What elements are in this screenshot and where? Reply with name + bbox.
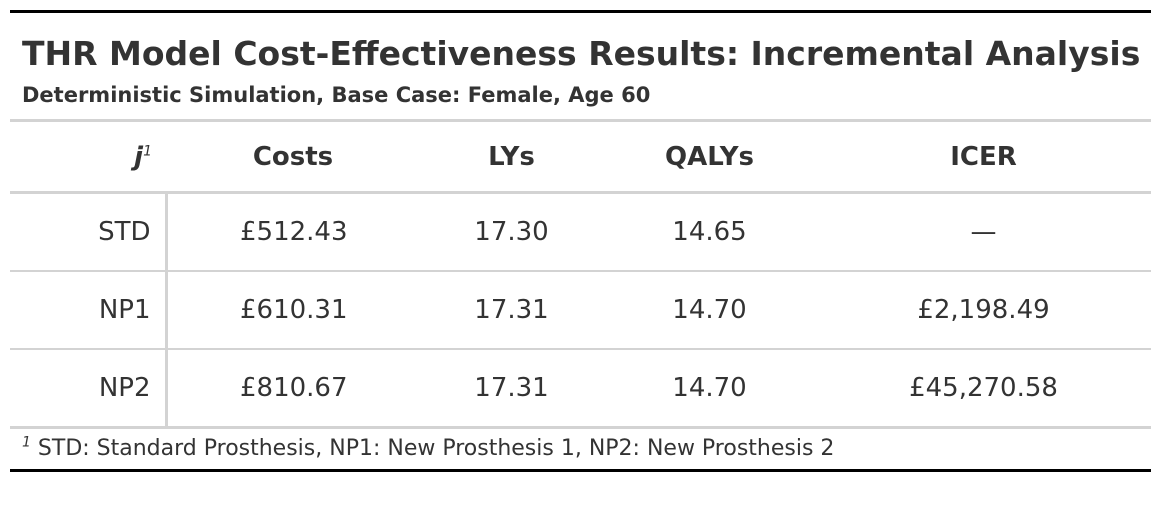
column-header-qalys: QALYs	[603, 122, 816, 194]
footnote-marker: 1	[22, 434, 31, 451]
cell-costs: £810.67	[166, 349, 420, 429]
cell-lys: 17.31	[420, 271, 603, 350]
row-label: NP1	[10, 271, 168, 350]
table-header: THR Model Cost-Effectiveness Results: In…	[10, 13, 1151, 122]
results-table: j1 Costs LYs QALYs ICER STD £512.43 17.3…	[10, 122, 1151, 429]
table-row: STD £512.43 17.30 14.65 —	[10, 192, 1151, 272]
cell-costs: £512.43	[166, 192, 420, 272]
cell-lys: 17.31	[420, 349, 603, 429]
column-header-costs: Costs	[166, 122, 420, 194]
table-title: THR Model Cost-Effectiveness Results: In…	[22, 34, 1141, 73]
cell-qalys: 14.65	[603, 192, 816, 272]
column-header-lys: LYs	[420, 122, 603, 194]
cell-qalys: 14.70	[603, 349, 816, 429]
cell-costs: £610.31	[166, 271, 420, 350]
table-row: NP2 £810.67 17.31 14.70 £45,270.58	[10, 349, 1151, 429]
row-label: NP2	[10, 349, 168, 429]
footnote-marker: 1	[143, 142, 152, 159]
cell-icer: £45,270.58	[816, 349, 1151, 429]
table-footnote: 1 STD: Standard Prosthesis, NP1: New Pro…	[10, 429, 1151, 469]
footnote-text: STD: Standard Prosthesis, NP1: New Prost…	[37, 436, 835, 461]
row-label: STD	[10, 192, 168, 272]
cell-icer: £2,198.49	[816, 271, 1151, 350]
table-subtitle: Deterministic Simulation, Base Case: Fem…	[22, 83, 651, 107]
results-table-container: THR Model Cost-Effectiveness Results: In…	[10, 10, 1151, 472]
cell-lys: 17.30	[420, 192, 603, 272]
column-header-row: j1 Costs LYs QALYs ICER	[10, 122, 1151, 194]
cell-qalys: 14.70	[603, 271, 816, 350]
column-header-strategy: j1	[10, 122, 166, 194]
stub-symbol: j	[134, 141, 144, 172]
column-header-icer: ICER	[816, 122, 1151, 194]
cell-icer: —	[816, 192, 1151, 272]
table-row: NP1 £610.31 17.31 14.70 £2,198.49	[10, 271, 1151, 350]
